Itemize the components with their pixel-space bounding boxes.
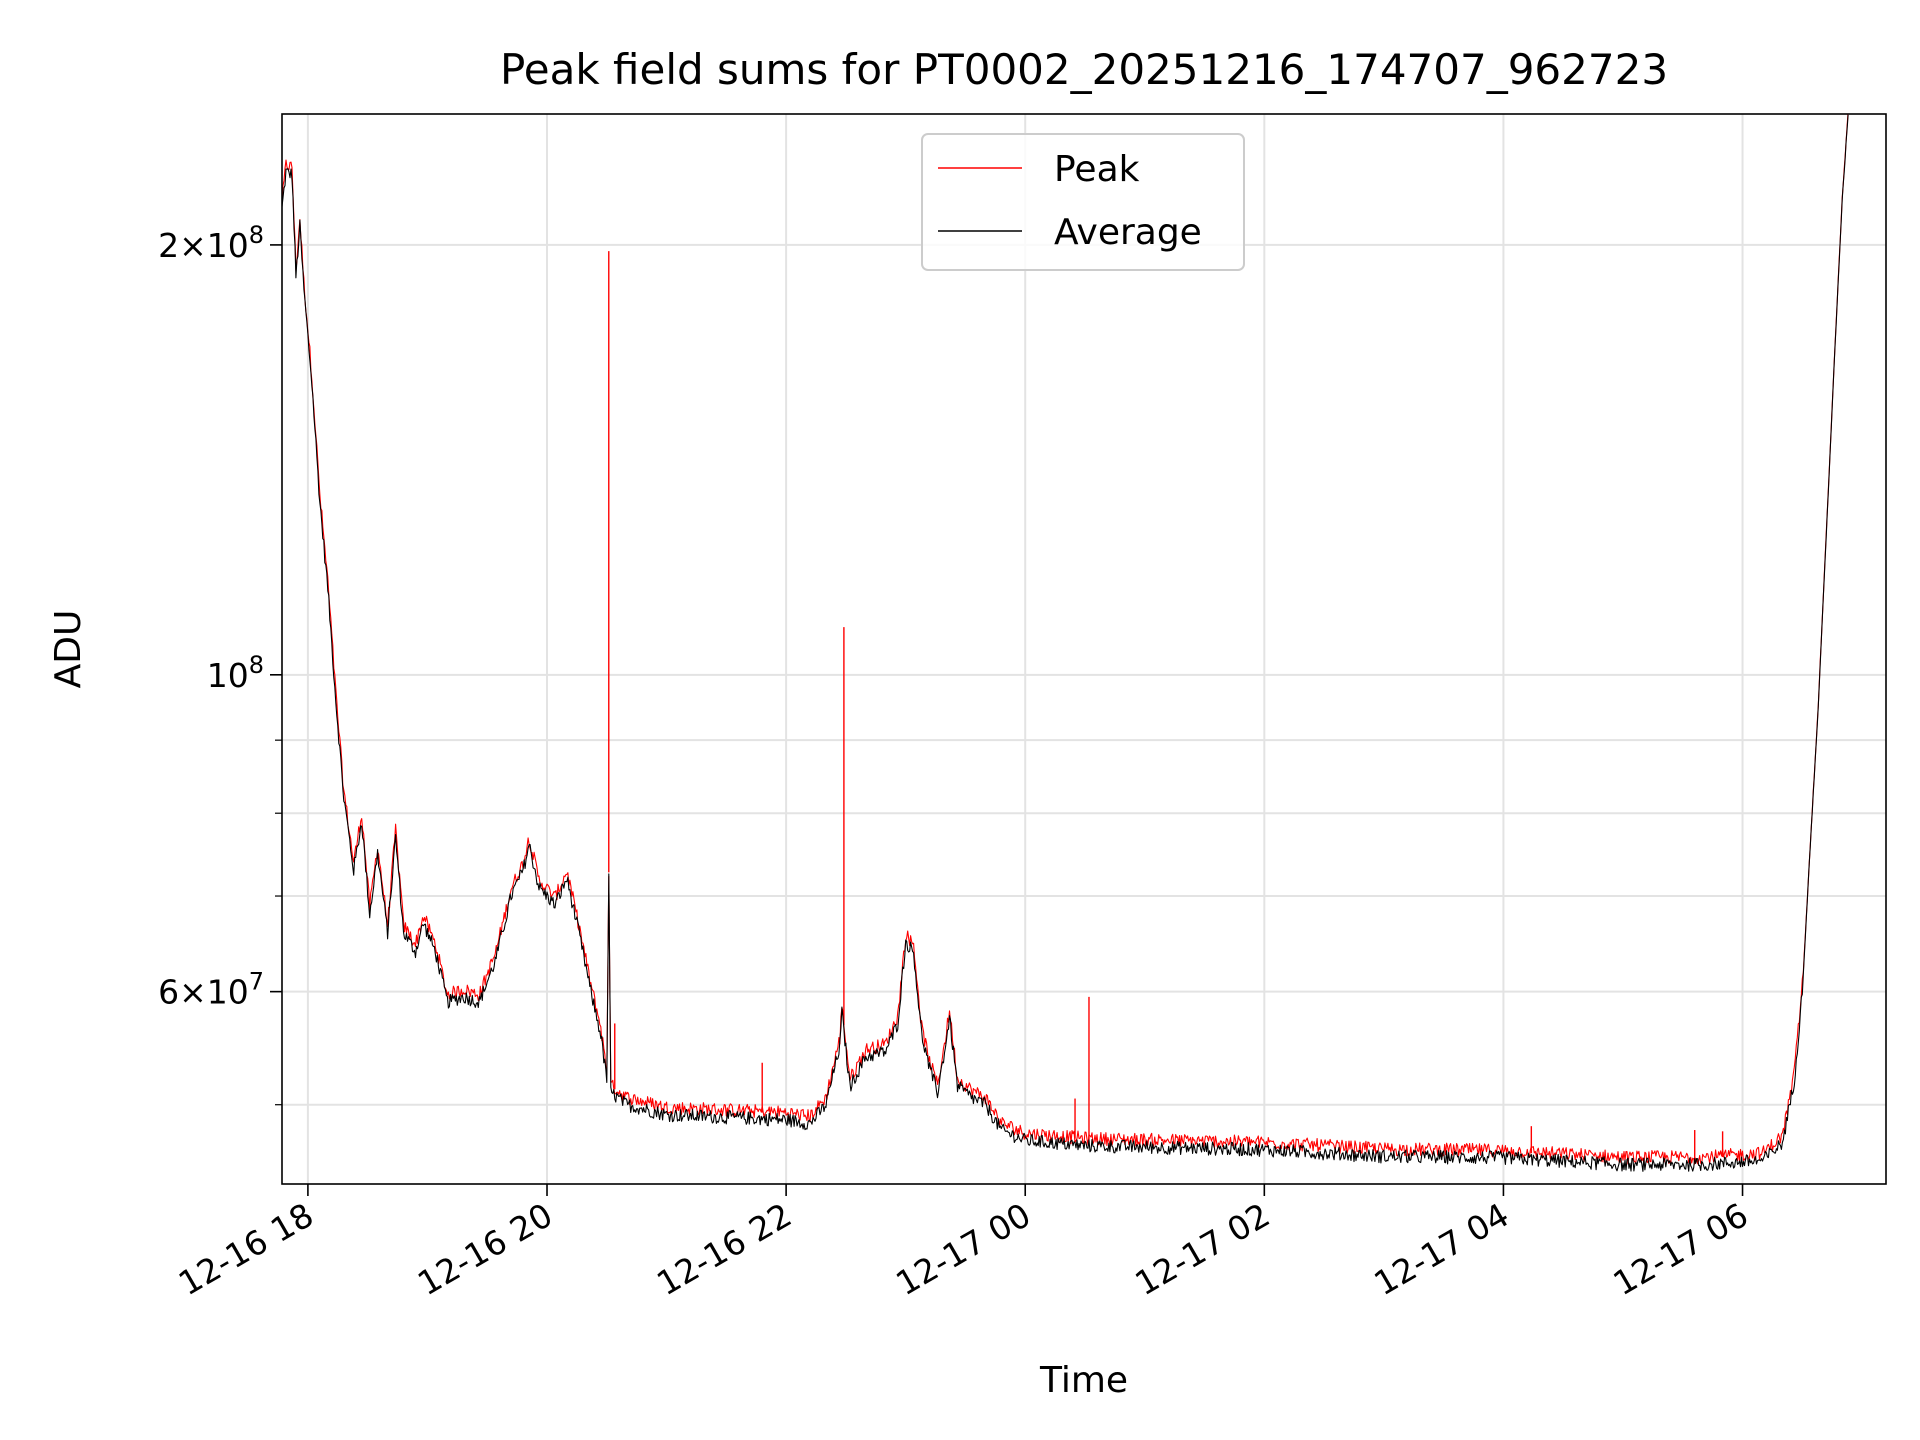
plot-frame: [281, 113, 1887, 1185]
x-axis-label: Time: [1039, 1360, 1128, 1401]
legend: Peak Average: [921, 133, 1245, 271]
y-tick-label: 6×107: [158, 968, 264, 1012]
chart-title: Peak field sums for PT0002_20251216_1747…: [500, 45, 1668, 94]
y-tick-label: 2×108: [158, 221, 264, 265]
y-axis-label: ADU: [48, 610, 89, 689]
legend-peak-label: Peak: [1054, 149, 1140, 190]
peak-spikes: [608, 251, 1724, 1159]
average-series-line: [282, 114, 1849, 1172]
legend-average-label: Average: [1054, 212, 1202, 253]
y-tick-label: 108: [207, 651, 264, 695]
y-axis-ticks: 6×107 108 2×108: [158, 221, 282, 1106]
